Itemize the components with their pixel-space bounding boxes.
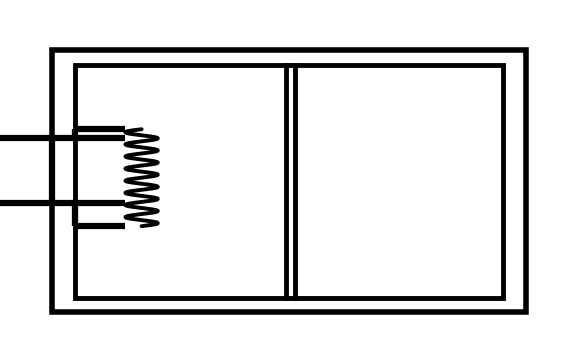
Bar bbox=[75, 65, 503, 298]
Bar bbox=[52, 50, 526, 312]
